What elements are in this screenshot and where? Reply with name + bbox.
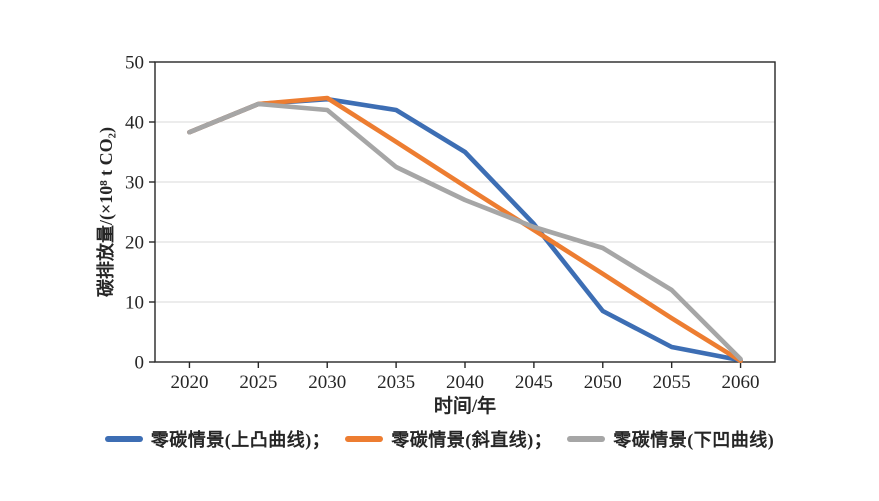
legend-swatch-convex-icon — [104, 436, 143, 442]
legend-label-concave: 零碳情景(下凹曲线) — [613, 430, 775, 450]
svg-text:10: 10 — [125, 293, 144, 314]
svg-text:2045: 2045 — [515, 372, 553, 393]
svg-text:2040: 2040 — [446, 372, 484, 393]
chart-legend: 零碳情景(上凸曲线)； 零碳情景(斜直线)； 零碳情景(下凹曲线) — [0, 426, 879, 452]
svg-text:2020: 2020 — [170, 372, 208, 393]
legend-swatch-linear-icon — [345, 436, 384, 442]
svg-text:2055: 2055 — [653, 372, 691, 393]
legend-swatch-concave-icon — [567, 436, 606, 442]
legend-item-concave: 零碳情景(下凹曲线) — [567, 426, 774, 452]
svg-text:40: 40 — [125, 113, 144, 134]
y-axis-title: 碳排放量/(×10⁸ t CO₂) — [95, 127, 117, 297]
svg-text:2030: 2030 — [308, 372, 346, 393]
svg-text:2025: 2025 — [239, 372, 277, 393]
svg-text:2050: 2050 — [584, 372, 622, 393]
svg-text:2060: 2060 — [722, 372, 760, 393]
svg-text:2035: 2035 — [377, 372, 415, 393]
legend-label-linear: 零碳情景(斜直线)； — [391, 430, 553, 450]
svg-text:20: 20 — [125, 233, 144, 254]
svg-text:0: 0 — [135, 353, 145, 374]
legend-item-convex: 零碳情景(上凸曲线)； — [104, 426, 331, 452]
legend-item-linear: 零碳情景(斜直线)； — [345, 426, 552, 452]
legend-label-convex: 零碳情景(上凸曲线)； — [150, 430, 331, 450]
x-axis-title: 时间/年 — [434, 394, 496, 417]
svg-text:50: 50 — [125, 53, 144, 74]
svg-text:30: 30 — [125, 173, 144, 194]
